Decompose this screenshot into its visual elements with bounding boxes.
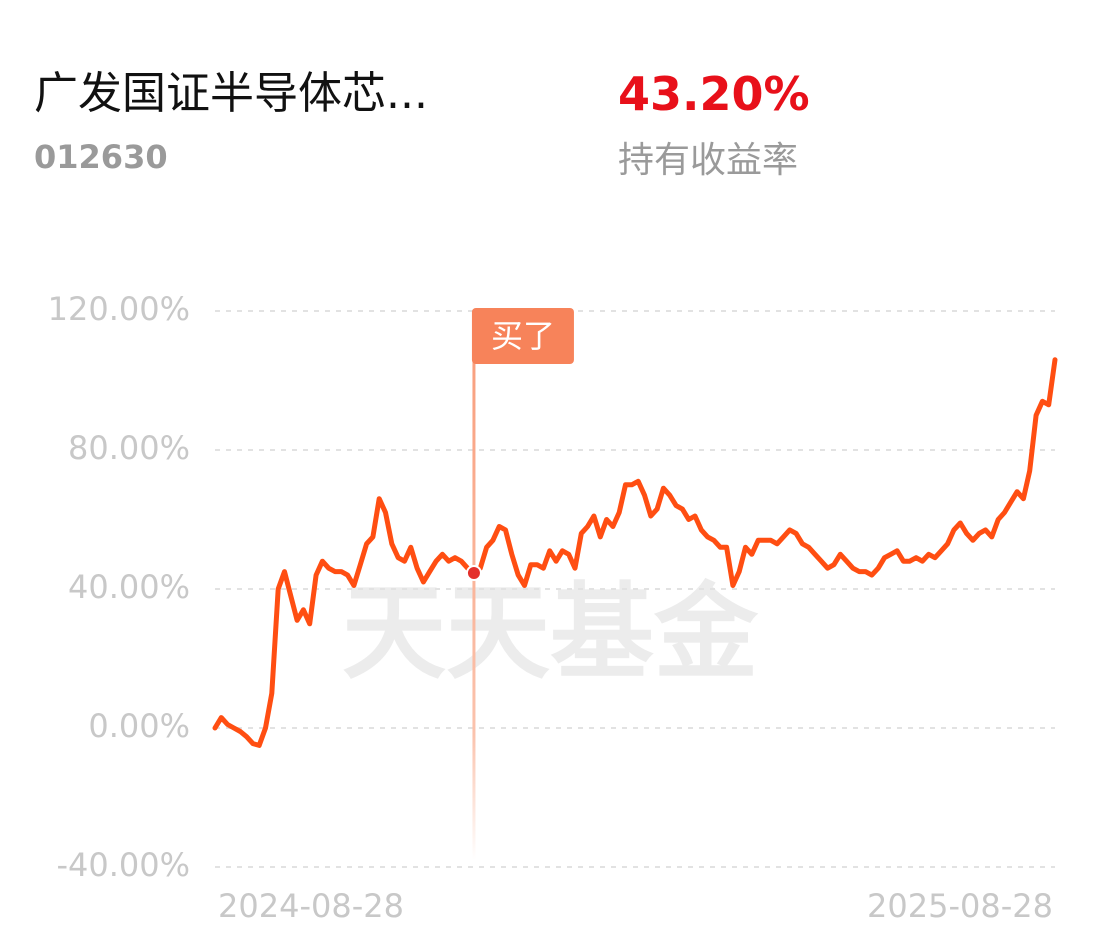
buy-point bbox=[465, 565, 482, 582]
y-tick-label: -40.00% bbox=[56, 846, 190, 884]
watermark: 天天基金 bbox=[342, 571, 759, 693]
y-tick-label: 40.00% bbox=[68, 568, 190, 606]
holding-return-label: 持有收益率 bbox=[618, 140, 798, 181]
line bbox=[212, 357, 1058, 748]
fund-name: 广发国证半导体芯... bbox=[34, 68, 428, 119]
y-tick-label: 120.00% bbox=[48, 290, 190, 328]
buy-tag-label: 买了 bbox=[491, 317, 555, 355]
holding-return: 43.20% bbox=[618, 67, 810, 121]
buy-tag bbox=[471, 308, 574, 364]
fund-code: 012630 bbox=[34, 138, 168, 176]
y-tick-label: 0.00% bbox=[88, 707, 190, 745]
x-tick-label: 2024-08-28 bbox=[218, 887, 404, 925]
y-tick-label: 80.00% bbox=[68, 429, 190, 467]
x-tick-label: 2025-08-28 bbox=[867, 887, 1053, 925]
buy-line bbox=[472, 360, 476, 860]
